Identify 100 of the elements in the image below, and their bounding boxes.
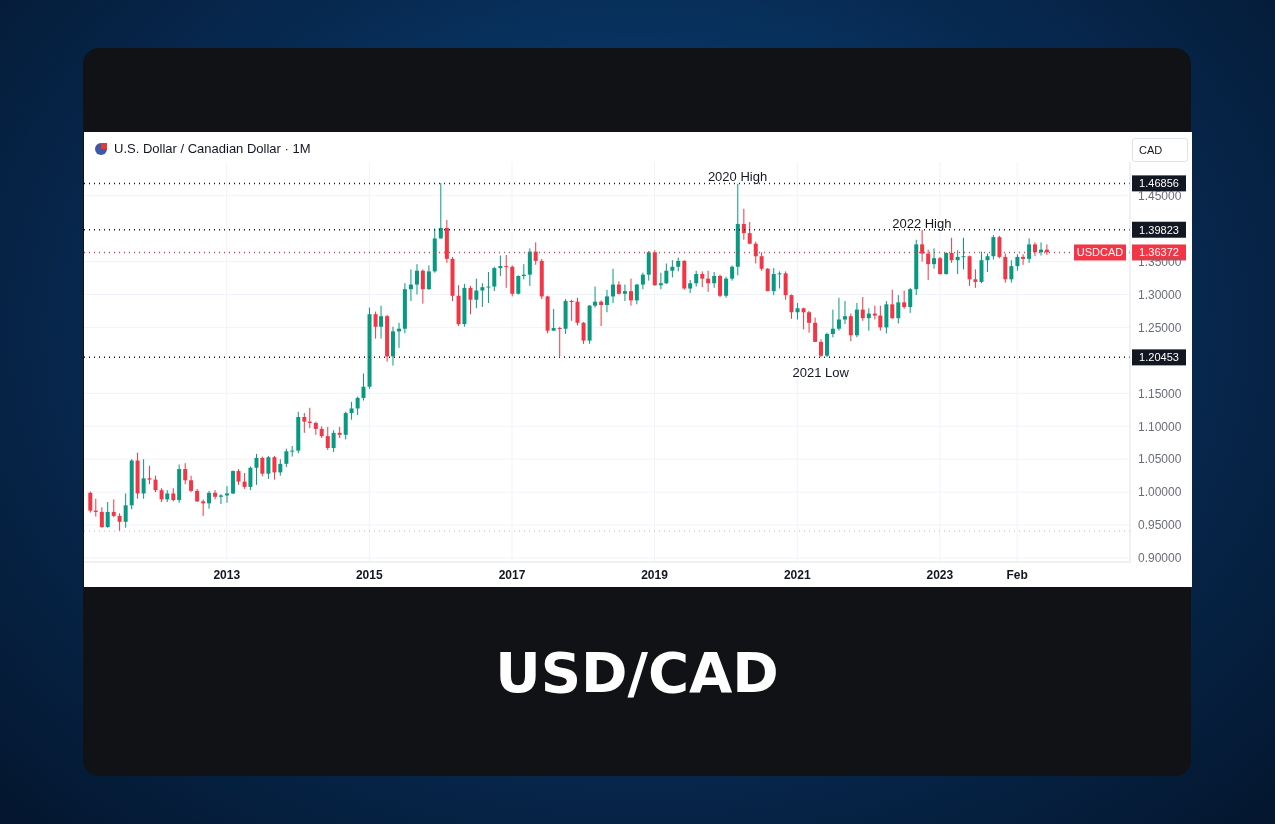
candlestick xyxy=(979,251,984,284)
candlestick xyxy=(836,297,841,332)
y-tick-label: 1.05000 xyxy=(1138,452,1182,467)
candlestick xyxy=(468,285,473,315)
candlestick xyxy=(474,278,479,309)
candlestick xyxy=(634,283,639,305)
annotation: 2022 High xyxy=(892,215,952,231)
candlestick xyxy=(741,208,746,241)
candlestick xyxy=(361,373,366,402)
y-tick-label: 1.45000 xyxy=(1138,188,1182,203)
candlestick xyxy=(218,493,223,505)
candlestick xyxy=(658,272,663,290)
candlestick xyxy=(789,293,794,320)
text: USD/CAD xyxy=(494,640,780,705)
y-tick-label: 0.90000 xyxy=(1138,551,1182,566)
candlestick xyxy=(1021,253,1026,266)
candlestick xyxy=(985,253,990,273)
x-tick-label: 2019 xyxy=(641,567,669,582)
candlestick xyxy=(325,426,330,451)
candlestick xyxy=(724,276,729,299)
candlestick xyxy=(123,492,128,529)
candlestick xyxy=(260,456,265,477)
chart-subtitle: U.S. Dollar / Canadian Dollar · 1M xyxy=(114,141,311,156)
candlestick xyxy=(225,485,229,504)
candlestick xyxy=(783,270,788,301)
candlestick xyxy=(1027,237,1032,264)
candlestick xyxy=(290,445,295,458)
candlestick xyxy=(777,270,782,290)
candlestick xyxy=(664,262,669,285)
candlestick xyxy=(872,305,877,320)
candlestick xyxy=(420,268,425,305)
ref-line-label: 1.39823 xyxy=(1139,223,1179,236)
candlestick xyxy=(373,311,378,340)
y-tick-label: 1.30000 xyxy=(1138,287,1182,302)
annotation: USDCAD xyxy=(1076,246,1124,259)
y-tick-label: 1.15000 xyxy=(1138,386,1182,401)
candlestick xyxy=(272,455,277,481)
candlestick xyxy=(908,287,913,314)
candlestick xyxy=(955,249,960,275)
y-axis-title: CAD xyxy=(1132,138,1188,162)
candlestick xyxy=(480,282,485,308)
annotation: 2020 High xyxy=(707,169,768,185)
candlestick xyxy=(266,455,271,480)
candlestick xyxy=(504,254,509,289)
candlestick xyxy=(498,255,503,277)
candlestick xyxy=(944,251,949,276)
candlestick xyxy=(860,296,865,322)
candlestick xyxy=(842,300,847,325)
candlestick xyxy=(213,489,218,500)
x-tick-label: Feb xyxy=(1006,567,1028,582)
candlestick xyxy=(599,299,604,327)
candlestick xyxy=(486,271,491,304)
candlestick xyxy=(902,290,907,310)
y-tick-label: 1.00000 xyxy=(1138,485,1182,500)
candlestick xyxy=(961,237,966,270)
x-tick-label: 2021 xyxy=(783,567,811,582)
candlestick xyxy=(581,321,586,345)
candlestick xyxy=(575,297,580,326)
candlestick xyxy=(284,448,289,468)
candlestick xyxy=(932,247,937,270)
candlestick xyxy=(438,182,443,239)
candlestick xyxy=(848,313,853,342)
candlestick xyxy=(896,294,901,324)
candlestick xyxy=(1009,259,1014,284)
candlestick xyxy=(771,267,776,296)
y-tick-label: 1.10000 xyxy=(1138,419,1182,434)
candlestick xyxy=(331,429,336,453)
candlestick xyxy=(830,309,835,338)
y-tick-label: 0.95000 xyxy=(1138,518,1182,533)
candlestick xyxy=(492,266,497,292)
candlestick xyxy=(302,412,307,434)
x-tick-label: 2013 xyxy=(213,567,241,582)
ref-line-label: 1.46856 xyxy=(1139,177,1179,190)
candlestick xyxy=(105,501,110,529)
candlestick xyxy=(141,458,146,500)
candlestick xyxy=(1003,253,1008,284)
candlestick xyxy=(718,274,723,298)
candlestick xyxy=(557,326,562,357)
candlestick xyxy=(231,469,236,495)
candlestick xyxy=(991,234,996,261)
candlestick xyxy=(813,317,818,343)
candlestick xyxy=(414,263,419,295)
candlestick xyxy=(527,247,532,287)
x-tick-label: 2017 xyxy=(498,567,526,582)
candlestick xyxy=(248,465,253,491)
candlestick xyxy=(147,465,152,485)
candlestick xyxy=(646,250,651,282)
candlestick xyxy=(884,300,889,334)
y-tick-label: 1.25000 xyxy=(1138,320,1182,335)
candlestick xyxy=(604,289,609,313)
candlestick xyxy=(343,411,348,440)
candlestick xyxy=(611,268,616,304)
candlestick xyxy=(426,264,431,291)
candlestick xyxy=(807,310,812,334)
candlestick xyxy=(379,305,384,340)
candlestick xyxy=(201,498,206,517)
annotation: 2021 Low xyxy=(792,365,850,381)
candlestick xyxy=(355,396,360,416)
candlestick xyxy=(99,506,104,529)
candlestick xyxy=(973,268,978,289)
